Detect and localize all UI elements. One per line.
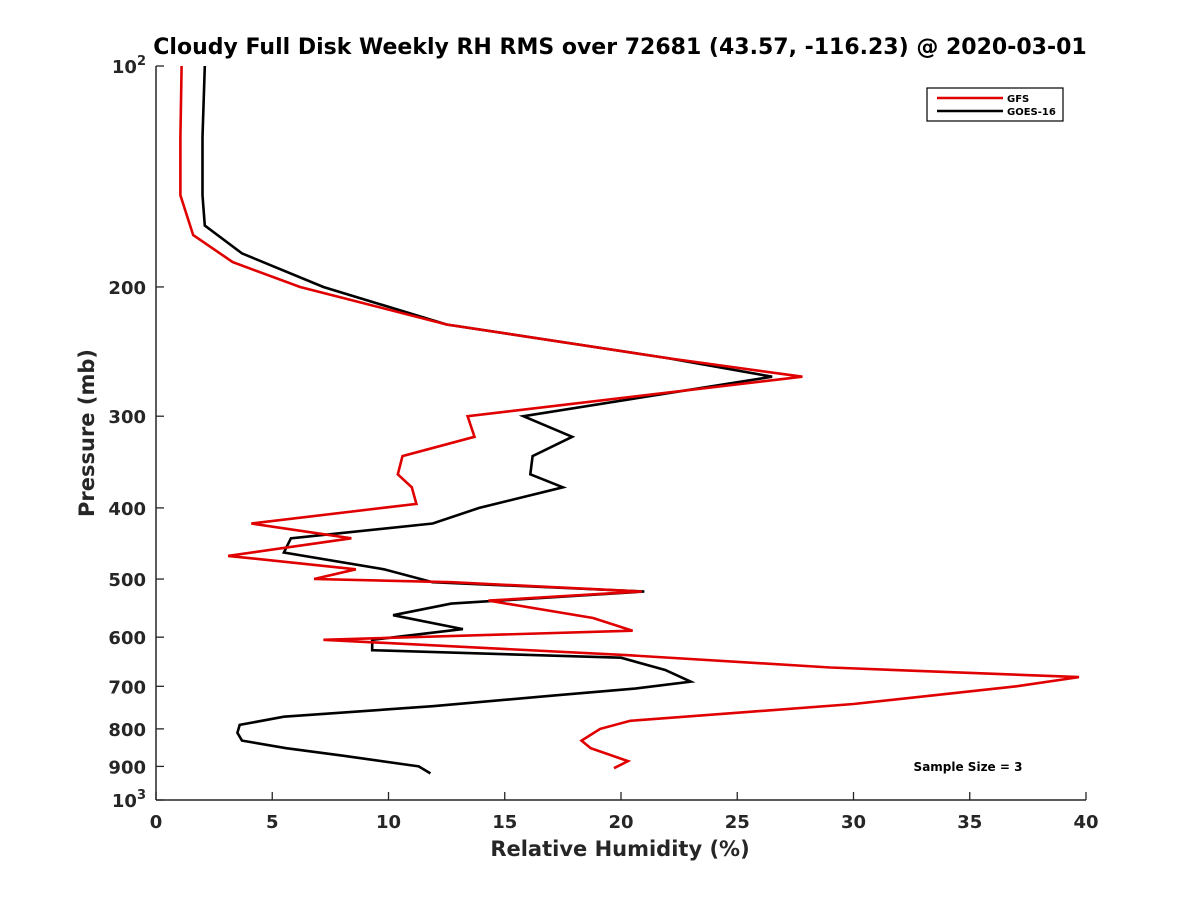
series-layer <box>179 65 1080 775</box>
legend-entry-label: GOES-16 <box>1007 107 1056 118</box>
y-tick-label: 800 <box>108 720 146 741</box>
chart-title: Cloudy Full Disk Weekly RH RMS over 7268… <box>153 35 1086 60</box>
y-tick-label: 700 <box>108 677 146 698</box>
x-tick-label: 5 <box>266 812 279 833</box>
legend-entry-label: GFS <box>1007 94 1029 105</box>
y-tick-label: 300 <box>108 407 146 428</box>
x-tick-label: 15 <box>492 812 517 833</box>
legend-box <box>926 87 1064 122</box>
x-axis-label: Relative Humidity (%) <box>490 837 749 861</box>
x-tick-label: 25 <box>725 812 750 833</box>
y-axis-label: Pressure (mb) <box>75 349 99 517</box>
x-tick-label: 20 <box>608 812 633 833</box>
legend: GFS GOES-16 <box>926 87 1064 122</box>
x-tick-label: 35 <box>957 812 982 833</box>
y-tick-label: 900 <box>108 757 146 778</box>
x-tick-label: 0 <box>150 812 163 833</box>
y-tick-label: 500 <box>108 570 146 591</box>
y-tick-label: 200 <box>108 278 146 299</box>
y-tick-label: 400 <box>108 499 146 520</box>
y-tick-label: 103 <box>112 788 146 812</box>
y-tick-label: 102 <box>112 54 146 78</box>
y-tick-label: 600 <box>108 628 146 649</box>
x-tick-label: 10 <box>376 812 401 833</box>
series-line-gfs <box>179 65 1080 770</box>
x-tick-label: 40 <box>1073 812 1098 833</box>
sample-size-annotation: Sample Size = 3 <box>914 760 1023 774</box>
x-tick-label: 30 <box>841 812 866 833</box>
ticks-layer: 0 5 10 15 20 25 30 35 40 102 200 300 400 500 600 700 800… <box>108 54 1098 833</box>
